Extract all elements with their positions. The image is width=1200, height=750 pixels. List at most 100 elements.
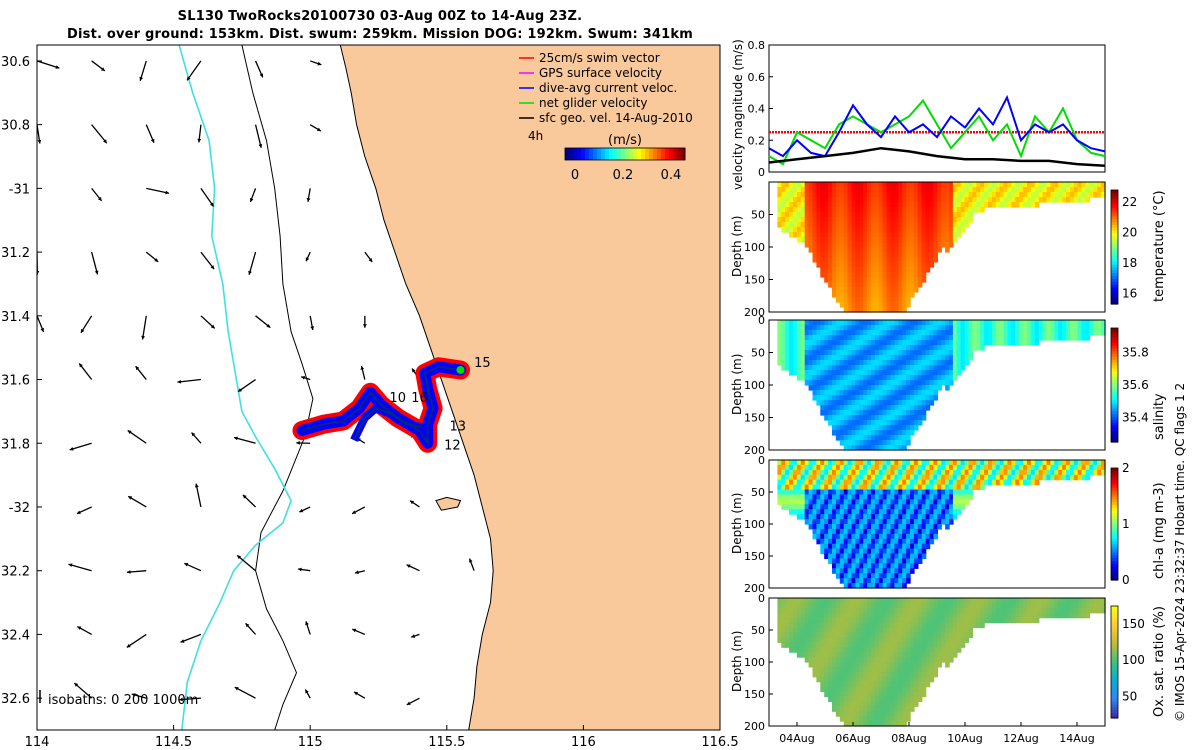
section-cell xyxy=(949,632,954,638)
section-cell xyxy=(843,578,849,584)
geo-arrow-head xyxy=(266,323,271,328)
section-cell xyxy=(929,460,935,466)
section-cell xyxy=(1034,187,1040,193)
colorbar-step xyxy=(1111,255,1118,259)
section-cell xyxy=(894,237,899,243)
section-cell xyxy=(820,405,825,411)
section-cell xyxy=(878,440,884,446)
section-cell xyxy=(1003,602,1009,609)
section-cell xyxy=(1077,474,1083,481)
section-cell xyxy=(945,242,950,248)
section-cell xyxy=(800,182,806,188)
section-cell xyxy=(874,499,880,505)
section-cell xyxy=(824,607,829,614)
section-cell xyxy=(851,202,857,208)
section-cell xyxy=(902,612,907,619)
colorbar-step xyxy=(1111,212,1118,217)
section-cell xyxy=(898,232,903,238)
section-cell xyxy=(1023,474,1028,481)
section-cell xyxy=(882,267,888,273)
section-cell xyxy=(1058,335,1063,341)
section-cell xyxy=(917,400,923,406)
section-cell xyxy=(1015,335,1020,341)
section-cell xyxy=(894,494,899,500)
colorbar-step xyxy=(1111,204,1118,208)
section-cell xyxy=(781,360,786,366)
section-cell xyxy=(843,573,849,579)
section-cell xyxy=(785,227,790,233)
section-cell xyxy=(812,335,818,341)
map-ytick-label: 30.8 xyxy=(1,119,30,134)
colorbar-step xyxy=(1111,510,1118,514)
section-xtick-label: 14Aug xyxy=(1059,732,1094,745)
section-cell xyxy=(1015,330,1020,336)
section-cell xyxy=(937,607,942,614)
colorbar-step xyxy=(1111,620,1118,624)
section-cell xyxy=(902,666,907,673)
section-cell xyxy=(902,297,907,303)
section-cell xyxy=(843,365,849,371)
section-cell xyxy=(859,647,864,653)
colorbar-step xyxy=(1111,249,1118,254)
section-cell xyxy=(972,197,977,203)
section-cell xyxy=(964,484,970,491)
velocity-ytick-label: 0.2 xyxy=(748,134,766,147)
section-cell xyxy=(917,469,923,476)
section-cell xyxy=(949,375,954,381)
section-cell xyxy=(859,242,864,248)
section-cell xyxy=(1042,469,1048,476)
section-cell xyxy=(1015,340,1020,346)
section-cell xyxy=(968,460,974,466)
section-cell xyxy=(945,247,950,253)
section-cell xyxy=(847,662,853,668)
section-cell xyxy=(832,385,837,391)
section-cell xyxy=(906,514,911,520)
section-cell xyxy=(867,292,872,298)
section-cell xyxy=(859,671,864,678)
section-cell xyxy=(952,509,958,515)
section-cell xyxy=(902,292,907,298)
section-cell xyxy=(843,504,849,510)
section-cell xyxy=(925,598,931,604)
section-cell xyxy=(890,553,896,560)
section-cell xyxy=(898,637,903,643)
section-cell xyxy=(839,212,845,218)
section-cell xyxy=(882,568,888,574)
section-cell xyxy=(960,187,966,193)
section-cell xyxy=(871,686,876,693)
section-cell xyxy=(886,262,892,268)
section-cell xyxy=(777,484,782,491)
section-cell xyxy=(890,632,896,638)
section-cell xyxy=(1003,335,1009,341)
section-cell xyxy=(929,217,935,223)
section-cell xyxy=(913,355,919,361)
section-cell xyxy=(925,632,931,638)
section-cell xyxy=(949,182,954,188)
section-cell xyxy=(820,335,825,341)
section-cell xyxy=(898,558,903,564)
section-cell xyxy=(859,385,864,391)
section-cell xyxy=(1050,325,1055,331)
section-cell xyxy=(867,642,872,648)
section-cell xyxy=(835,494,841,500)
section-cell xyxy=(808,350,814,356)
section-cell xyxy=(910,469,915,476)
section-cell xyxy=(793,617,798,624)
section-cell xyxy=(820,676,825,683)
section-cell xyxy=(839,657,845,663)
section-cell xyxy=(793,207,798,213)
section-cell xyxy=(851,385,857,391)
section-cell xyxy=(929,637,935,643)
section-cell xyxy=(906,696,911,702)
section-cell xyxy=(863,558,868,564)
section-cell xyxy=(1023,192,1028,198)
section-cell xyxy=(1003,469,1009,476)
section-cell xyxy=(913,345,919,351)
section-cell xyxy=(859,405,864,411)
section-cell xyxy=(890,627,896,634)
section-cell xyxy=(804,519,810,525)
geo-arrow-head xyxy=(74,683,79,687)
section-cell xyxy=(933,514,938,520)
section-cell xyxy=(960,489,966,496)
section-cell xyxy=(839,242,845,248)
